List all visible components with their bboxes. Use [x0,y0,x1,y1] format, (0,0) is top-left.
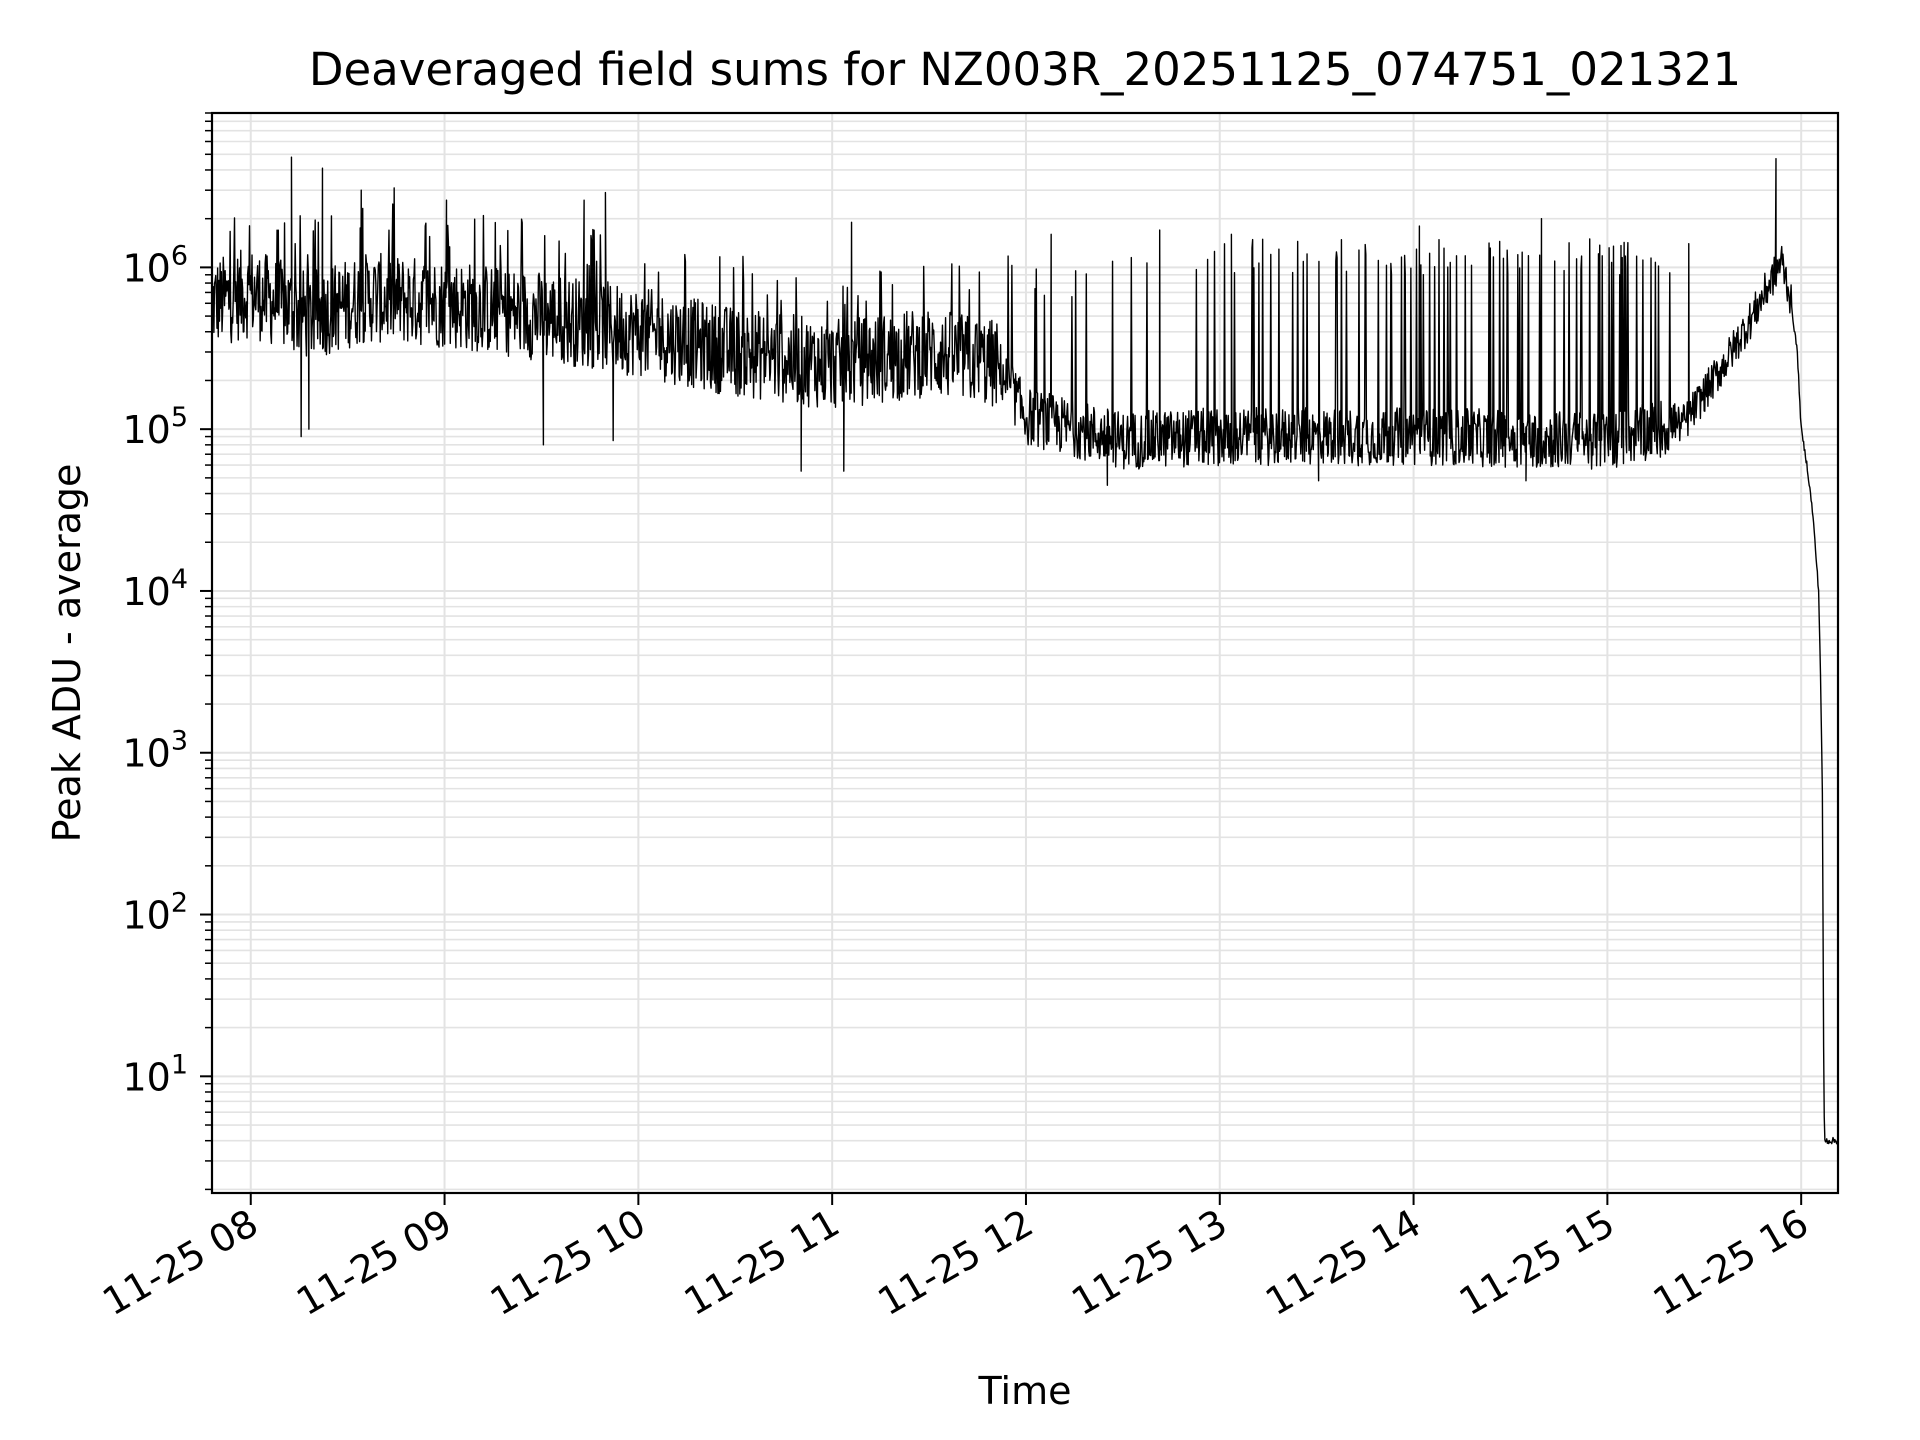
y-tick-label: 101 [122,1049,188,1099]
series-layer [211,156,1839,1145]
y-tick-label: 103 [122,726,188,776]
chart-title: Deaveraged field sums for NZ003R_2025112… [309,43,1741,96]
y-tick-label: 105 [122,402,188,452]
y-tick-label: 102 [122,888,188,938]
y-axis: 101 102 103 104 105 106 [122,112,212,1191]
x-axis-label: Time [978,1369,1072,1413]
y-tick-label: 104 [122,564,188,614]
y-tick-label: 106 [122,240,188,290]
y-axis-label: Peak ADU - average [45,464,89,843]
grid-lines [212,112,1838,1193]
series-line [211,156,1839,1145]
